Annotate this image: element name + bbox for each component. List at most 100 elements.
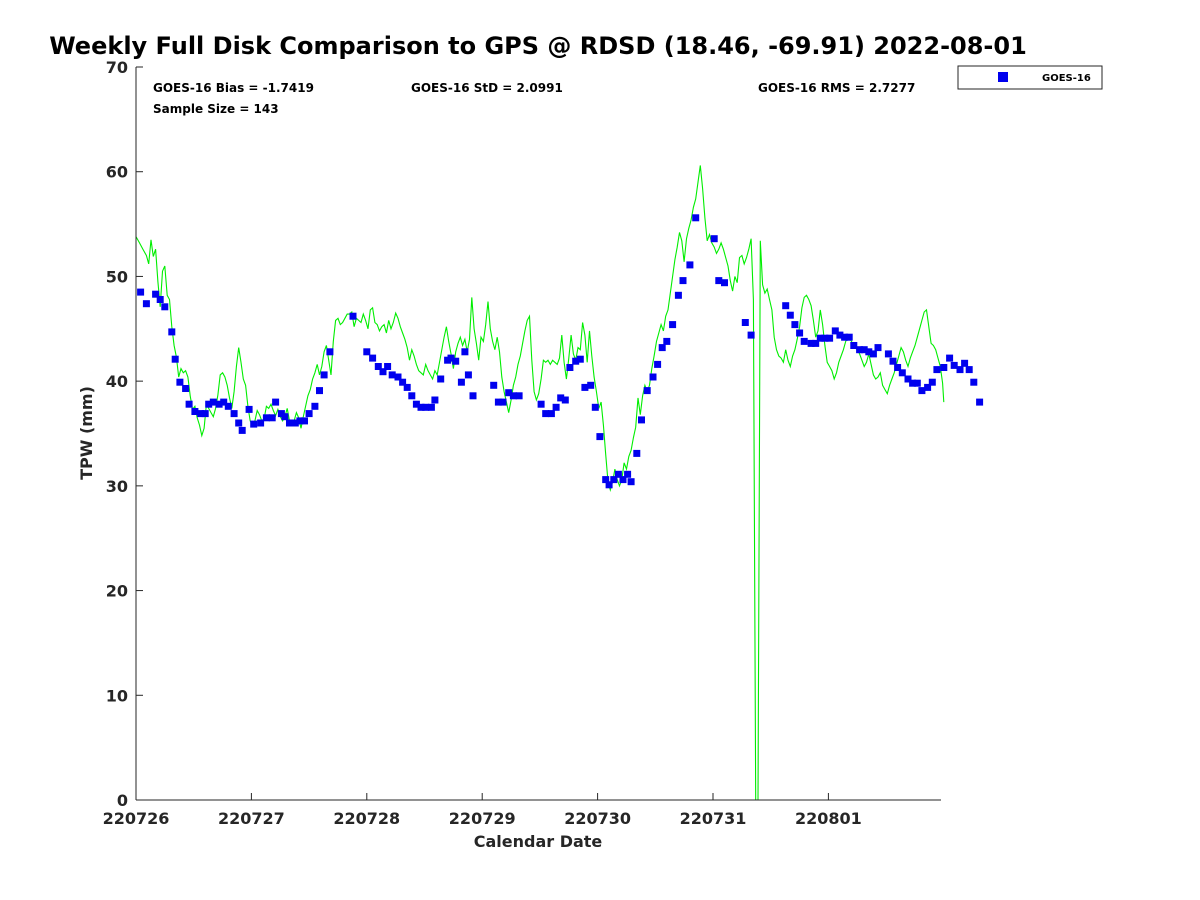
goes16-point-94 xyxy=(663,337,671,345)
goes16-point-25 xyxy=(268,414,276,422)
goes16-point-28 xyxy=(281,413,289,421)
legend-marker-goes16 xyxy=(998,72,1008,82)
goes16-point-136 xyxy=(940,364,948,371)
goes16-point-45 xyxy=(394,373,402,381)
x-axis-label: Calendar Date xyxy=(474,832,603,851)
x-tick-label-220730: 220730 xyxy=(564,809,631,828)
std-stat: GOES-16 StD = 2.0991 xyxy=(411,81,563,95)
goes16-point-108 xyxy=(796,329,804,337)
goes16-point-61 xyxy=(469,392,477,400)
goes16-point-30 xyxy=(291,419,299,427)
goes16-point-115 xyxy=(831,327,839,335)
goes16-point-22 xyxy=(250,420,258,428)
goes16-point-43 xyxy=(384,363,392,370)
goes16-point-109 xyxy=(800,337,808,345)
goes16-point-68 xyxy=(537,400,545,408)
goes16-point-71 xyxy=(552,403,560,411)
goes16-point-24 xyxy=(262,414,270,422)
goes16-point-14 xyxy=(209,398,217,406)
goes16-point-32 xyxy=(301,417,308,425)
legend-label-goes16: GOES-16 xyxy=(1042,73,1091,84)
goes16-point-6 xyxy=(171,355,179,363)
goes16-point-15 xyxy=(215,400,223,408)
goes16-point-87 xyxy=(627,478,635,486)
goes16-point-78 xyxy=(587,381,595,389)
goes16-point-131 xyxy=(913,379,921,387)
goes16-point-39 xyxy=(363,348,371,356)
goes16-point-48 xyxy=(408,392,416,400)
goes16-point-121 xyxy=(860,346,868,354)
goes16-point-66 xyxy=(509,392,517,400)
goes16-point-36 xyxy=(320,371,328,379)
goes16-point-100 xyxy=(710,235,718,243)
goes16-point-113 xyxy=(821,334,829,342)
goes16-point-86 xyxy=(624,470,632,478)
goes16-point-98 xyxy=(686,261,694,269)
goes16-point-63 xyxy=(494,398,502,406)
goes16-point-0 xyxy=(137,288,145,296)
goes16-point-26 xyxy=(272,398,280,406)
goes16-point-76 xyxy=(576,355,584,363)
x-tick-label-220726: 220726 xyxy=(103,809,170,828)
gps-series xyxy=(135,165,945,801)
goes16-point-21 xyxy=(245,405,253,413)
goes16-point-125 xyxy=(884,350,892,358)
goes16-point-8 xyxy=(182,385,190,392)
goes16-point-35 xyxy=(316,387,323,395)
goes16-point-102 xyxy=(721,279,728,287)
goes16-point-16 xyxy=(220,398,228,406)
goes16-point-118 xyxy=(845,333,853,341)
goes16-point-96 xyxy=(674,291,682,299)
goes16-point-62 xyxy=(490,381,498,389)
goes16-point-81 xyxy=(602,476,610,484)
goes16-point-4 xyxy=(161,303,169,311)
goes16-point-31 xyxy=(296,417,304,425)
goes16-point-9 xyxy=(185,400,193,408)
x-tick-label-220731: 220731 xyxy=(680,809,747,828)
goes16-point-40 xyxy=(369,354,377,362)
goes16-point-60 xyxy=(464,371,472,379)
goes16-point-99 xyxy=(692,214,700,222)
goes16-point-69 xyxy=(542,410,550,418)
goes16-point-90 xyxy=(643,387,651,395)
x-tick-label-220729: 220729 xyxy=(449,809,516,828)
goes16-point-20 xyxy=(238,426,246,434)
goes16-point-53 xyxy=(431,396,439,404)
goes16-point-11 xyxy=(197,410,205,418)
goes16-point-135 xyxy=(933,366,941,374)
goes16-point-110 xyxy=(807,339,815,347)
goes16-point-120 xyxy=(856,346,864,354)
goes16-point-70 xyxy=(547,410,555,418)
goes16-point-105 xyxy=(782,302,790,310)
goes16-point-85 xyxy=(619,476,627,484)
goes16-point-12 xyxy=(201,410,209,418)
y-tick-label-30: 30 xyxy=(106,477,128,496)
goes16-point-46 xyxy=(399,378,407,386)
bias-stat: GOES-16 Bias = -1.7419 xyxy=(153,81,314,95)
goes16-point-122 xyxy=(865,348,873,356)
goes16-point-33 xyxy=(305,410,313,418)
goes16-point-111 xyxy=(812,339,820,347)
goes16-point-124 xyxy=(874,344,882,352)
goes16-point-77 xyxy=(581,383,589,391)
rms-stat: GOES-16 RMS = 2.7277 xyxy=(758,81,915,95)
goes16-point-139 xyxy=(956,366,964,374)
x-tick-label-220801: 220801 xyxy=(795,809,862,828)
goes16-point-137 xyxy=(946,354,954,362)
goes16-point-132 xyxy=(918,387,926,395)
goes16-point-141 xyxy=(965,366,973,374)
goes16-point-142 xyxy=(970,378,978,386)
goes16-point-83 xyxy=(610,476,618,484)
sample-size-stat: Sample Size = 143 xyxy=(153,102,279,116)
gps-line xyxy=(135,165,945,801)
goes16-point-103 xyxy=(741,319,749,326)
goes16-point-134 xyxy=(928,378,936,386)
goes16-point-107 xyxy=(791,321,799,329)
goes16-point-74 xyxy=(566,364,574,371)
goes16-point-112 xyxy=(816,334,824,342)
goes16-point-89 xyxy=(638,416,645,424)
x-tick-label-220728: 220728 xyxy=(333,809,400,828)
goes16-point-57 xyxy=(452,357,460,365)
y-tick-label-70: 70 xyxy=(106,58,128,77)
